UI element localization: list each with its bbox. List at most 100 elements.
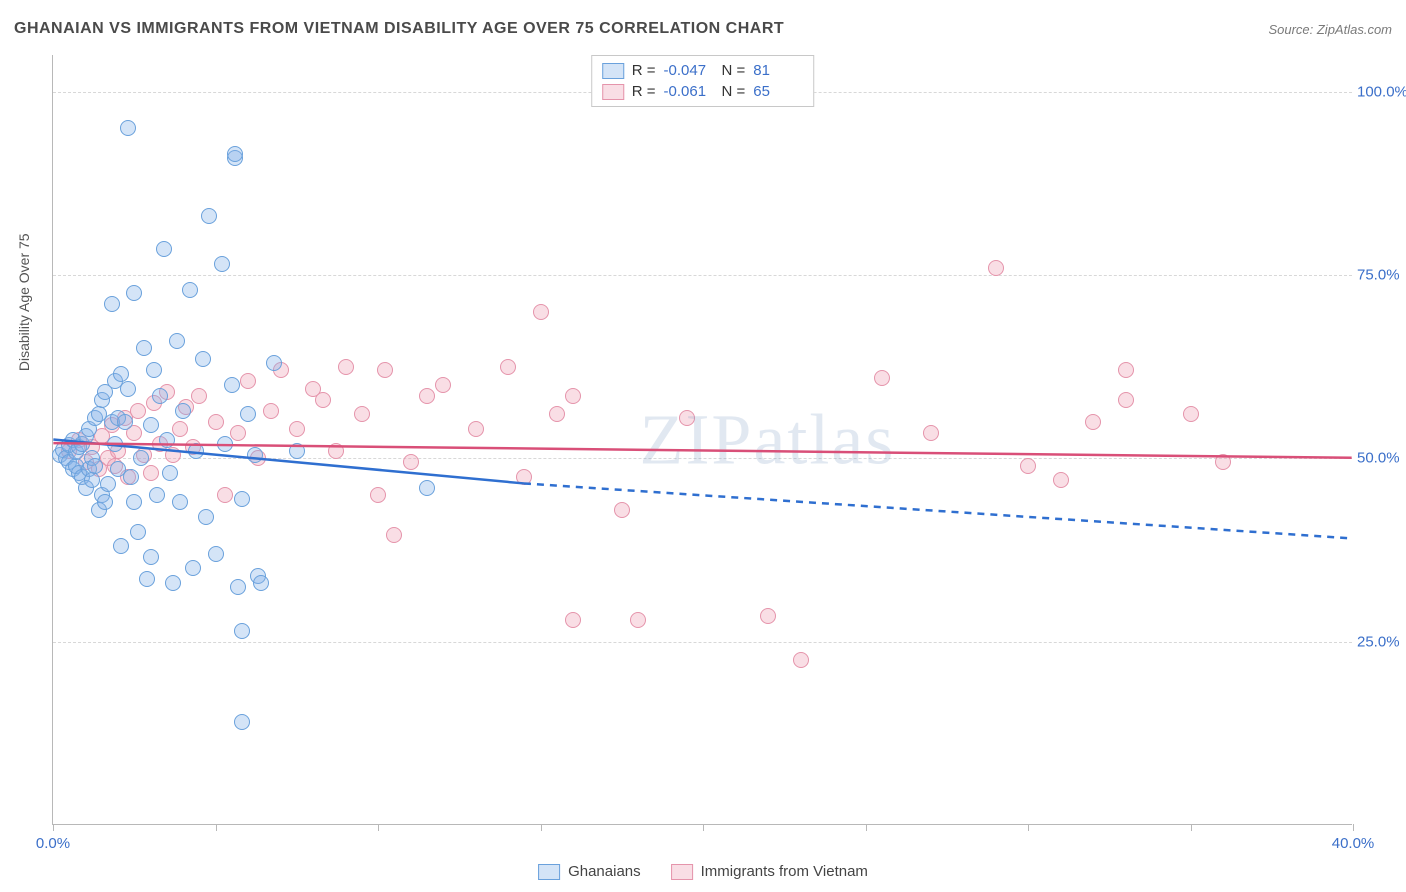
vietnam-point <box>230 425 246 441</box>
vietnam-point <box>172 421 188 437</box>
vietnam-point <box>793 652 809 668</box>
source-label: Source: ZipAtlas.com <box>1268 22 1392 37</box>
vietnam-point <box>208 414 224 430</box>
ghanaians-point <box>217 436 233 452</box>
vietnam-point <box>468 421 484 437</box>
x-tick-label: 40.0% <box>1332 835 1375 852</box>
n-value-ghanaians: 81 <box>753 62 803 79</box>
ghanaians-point <box>97 494 113 510</box>
ghanaians-point <box>253 575 269 591</box>
y-tick-label: 50.0% <box>1357 450 1406 467</box>
ghanaians-point <box>149 487 165 503</box>
ghanaians-point <box>224 377 240 393</box>
r-value-ghanaians: -0.047 <box>664 62 714 79</box>
ghanaians-point <box>100 476 116 492</box>
ghanaians-point <box>126 285 142 301</box>
vietnam-point <box>143 465 159 481</box>
x-tick <box>378 824 379 831</box>
ghanaians-point <box>159 432 175 448</box>
vietnam-point <box>403 454 419 470</box>
ghanaians-point <box>234 491 250 507</box>
grid-line <box>53 275 1352 276</box>
trend-line <box>524 483 1352 538</box>
vietnam-point <box>263 403 279 419</box>
ghanaians-point <box>419 480 435 496</box>
vietnam-point <box>289 421 305 437</box>
legend-item-ghanaians: Ghanaians <box>538 863 641 880</box>
vietnam-point <box>130 403 146 419</box>
x-tick-label: 0.0% <box>36 835 70 852</box>
r-value-vietnam: -0.061 <box>664 83 714 100</box>
grid-line <box>53 642 1352 643</box>
ghanaians-point <box>175 403 191 419</box>
series-legend: Ghanaians Immigrants from Vietnam <box>538 863 868 880</box>
ghanaians-point <box>208 546 224 562</box>
ghanaians-point <box>195 351 211 367</box>
ghanaians-point <box>198 509 214 525</box>
vietnam-point <box>386 527 402 543</box>
legend-label-ghanaians: Ghanaians <box>568 863 641 880</box>
legend-swatch-ghanaians <box>538 864 560 880</box>
vietnam-point <box>240 373 256 389</box>
ghanaians-point <box>230 579 246 595</box>
plot-area: ZIPatlas R = -0.047 N = 81 R = -0.061 N … <box>52 55 1352 825</box>
ghanaians-point <box>107 436 123 452</box>
ghanaians-point <box>185 560 201 576</box>
ghanaians-point <box>240 406 256 422</box>
ghanaians-point <box>146 362 162 378</box>
ghanaians-point <box>143 417 159 433</box>
ghanaians-point <box>162 465 178 481</box>
vietnam-point <box>565 388 581 404</box>
ghanaians-point <box>234 623 250 639</box>
vietnam-point <box>679 410 695 426</box>
ghanaians-point <box>136 340 152 356</box>
legend-label-vietnam: Immigrants from Vietnam <box>701 863 868 880</box>
vietnam-point <box>1053 472 1069 488</box>
vietnam-point <box>165 447 181 463</box>
ghanaians-point <box>126 494 142 510</box>
y-axis-title: Disability Age Over 75 <box>16 233 32 371</box>
vietnam-point <box>377 362 393 378</box>
ghanaians-point <box>234 714 250 730</box>
vietnam-point <box>923 425 939 441</box>
vietnam-point <box>1118 392 1134 408</box>
vietnam-point <box>549 406 565 422</box>
chart-title: GHANAIAN VS IMMIGRANTS FROM VIETNAM DISA… <box>14 20 784 38</box>
vietnam-point <box>565 612 581 628</box>
vietnam-point <box>760 608 776 624</box>
vietnam-point <box>874 370 890 386</box>
ghanaians-point <box>143 549 159 565</box>
swatch-ghanaians <box>602 63 624 79</box>
ghanaians-point <box>104 296 120 312</box>
legend-swatch-vietnam <box>671 864 693 880</box>
ghanaians-point <box>133 450 149 466</box>
ghanaians-point <box>113 366 129 382</box>
ghanaians-point <box>152 388 168 404</box>
ghanaians-point <box>84 472 100 488</box>
ghanaians-point <box>123 469 139 485</box>
ghanaians-point <box>247 447 263 463</box>
ghanaians-point <box>214 256 230 272</box>
vietnam-point <box>419 388 435 404</box>
ghanaians-point <box>266 355 282 371</box>
vietnam-point <box>988 260 1004 276</box>
vietnam-point <box>315 392 331 408</box>
vietnam-point <box>191 388 207 404</box>
vietnam-point <box>1183 406 1199 422</box>
vietnam-point <box>516 469 532 485</box>
vietnam-point <box>533 304 549 320</box>
ghanaians-point <box>188 443 204 459</box>
x-tick <box>1191 824 1192 831</box>
x-tick <box>216 824 217 831</box>
x-tick <box>703 824 704 831</box>
vietnam-point <box>614 502 630 518</box>
stats-legend: R = -0.047 N = 81 R = -0.061 N = 65 <box>591 55 815 107</box>
y-tick-label: 75.0% <box>1357 267 1406 284</box>
vietnam-point <box>1215 454 1231 470</box>
vietnam-point <box>435 377 451 393</box>
vietnam-point <box>630 612 646 628</box>
ghanaians-point <box>120 120 136 136</box>
y-tick-label: 100.0% <box>1357 83 1406 100</box>
swatch-vietnam <box>602 84 624 100</box>
vietnam-point <box>500 359 516 375</box>
